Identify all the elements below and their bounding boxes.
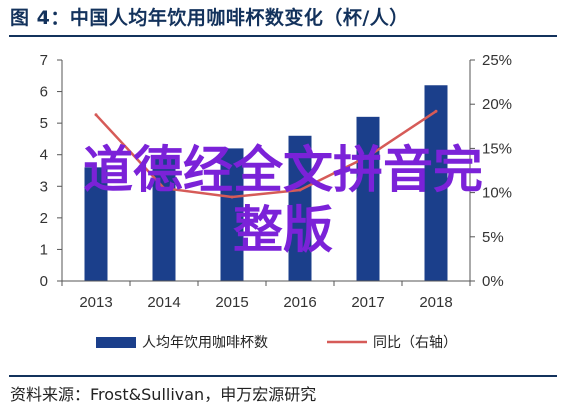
left-tick-label: 7 bbox=[40, 52, 48, 69]
line-point bbox=[434, 109, 438, 113]
bar bbox=[84, 167, 108, 281]
left-tick-label: 2 bbox=[40, 210, 48, 227]
source-divider bbox=[9, 375, 557, 377]
left-tick-label: 4 bbox=[40, 147, 48, 164]
line-point bbox=[298, 188, 302, 192]
right-tick-label: 10% bbox=[482, 185, 512, 202]
line-point bbox=[94, 113, 98, 117]
legend-bar-label: 人均年饮用咖啡杯数 bbox=[142, 335, 268, 351]
bar bbox=[424, 85, 448, 281]
legend-bar-swatch bbox=[96, 337, 136, 348]
right-tick-label: 5% bbox=[482, 229, 504, 246]
right-axis: 0% 5% 10% 15% 20% 25% bbox=[469, 52, 512, 290]
x-tick-label: 2016 bbox=[283, 294, 316, 311]
bar-series bbox=[84, 85, 448, 281]
x-tick-label: 2014 bbox=[147, 294, 180, 311]
x-tick-label: 2015 bbox=[215, 294, 248, 311]
x-tick-label: 2013 bbox=[79, 294, 112, 311]
source-note: 资料来源：Frost&Sullivan，申万宏源研究 bbox=[10, 385, 317, 404]
right-tick-label: 15% bbox=[482, 140, 512, 157]
chart-title: 图 4：中国人均年饮用咖啡杯数变化（杯/人） bbox=[10, 7, 409, 29]
right-tick-label: 0% bbox=[482, 273, 504, 290]
legend-line-label: 同比（右轴） bbox=[373, 335, 457, 351]
line-point bbox=[230, 195, 234, 199]
bar bbox=[288, 135, 312, 281]
legend: 人均年饮用咖啡杯数 同比（右轴） bbox=[96, 335, 457, 351]
line-point bbox=[162, 186, 166, 190]
bar bbox=[152, 157, 176, 281]
left-tick-label: 6 bbox=[40, 84, 48, 101]
x-tick-label: 2018 bbox=[419, 294, 452, 311]
left-tick-label: 3 bbox=[40, 178, 48, 195]
right-tick-label: 25% bbox=[482, 52, 512, 69]
bar bbox=[356, 116, 380, 281]
bar bbox=[220, 148, 244, 281]
left-tick-label: 5 bbox=[40, 115, 48, 132]
right-tick-label: 20% bbox=[482, 96, 512, 113]
title-divider bbox=[9, 35, 557, 37]
line-series bbox=[94, 109, 438, 199]
yoy-line bbox=[95, 110, 437, 199]
line-point bbox=[366, 154, 370, 158]
left-tick-label: 1 bbox=[40, 241, 48, 258]
x-tick-label: 2017 bbox=[351, 294, 384, 311]
left-axis: 0 1 2 3 4 5 6 7 bbox=[40, 52, 63, 290]
left-tick-label: 0 bbox=[40, 273, 48, 290]
x-axis: 2013 2014 2015 2016 2017 2018 bbox=[61, 280, 471, 311]
